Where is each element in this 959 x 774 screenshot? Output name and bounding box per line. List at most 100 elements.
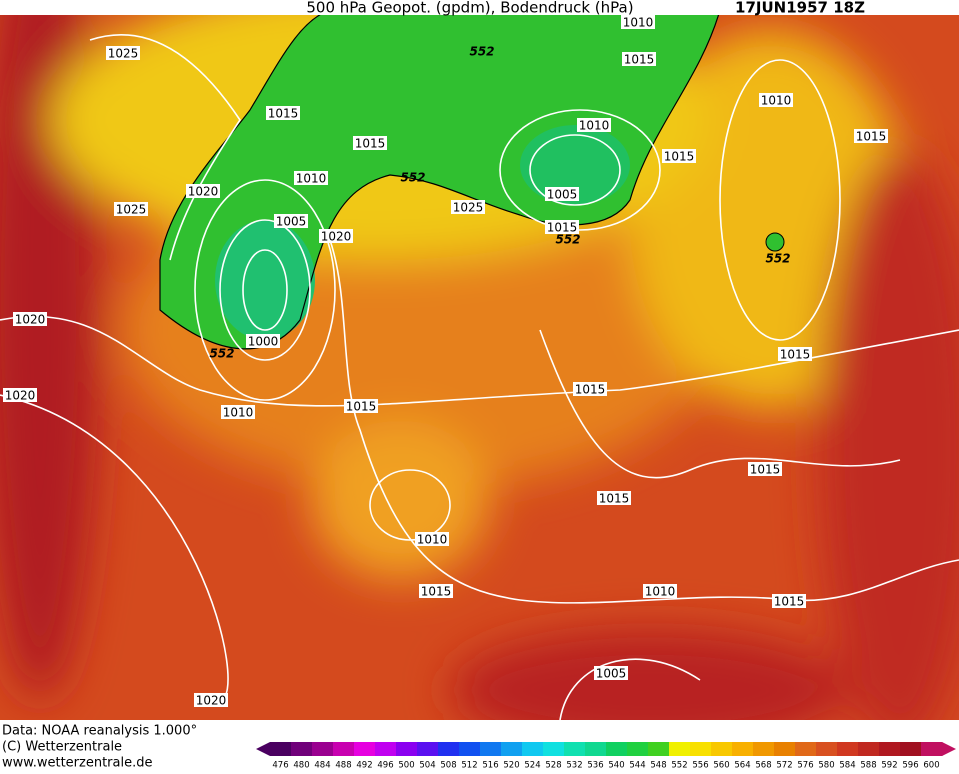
label-box [319,229,353,243]
isobar-label: 1000 [248,335,279,349]
colorbar-swatch [270,742,292,756]
colorbar-swatch [606,742,628,756]
label-box [594,666,628,680]
colorbar-label: 496 [377,761,393,771]
footer-line: Data: NOAA reanalysis 1.000° [2,724,197,739]
isobars [0,34,959,720]
label-box [778,347,812,361]
colorbar-label: 596 [902,761,918,771]
colorbar-label: 564 [734,761,750,771]
colorbar-label: 520 [503,761,519,771]
colorbar-label: 576 [797,761,813,771]
colorbar-swatch [795,742,817,756]
colorbar-label: 600 [923,761,939,771]
colorbar-swatch [585,742,607,756]
isobar-label: 1020 [15,313,46,327]
label-box [274,214,308,228]
small-low [765,232,785,252]
isobar-label: 1025 [116,203,147,217]
label-box [106,46,140,60]
colorbar-label: 592 [881,761,897,771]
label-box [419,584,453,598]
isobar-label: 1005 [276,215,307,229]
colorbar-label: 504 [419,761,435,771]
geopotential-label: 552 [765,252,790,266]
colorbar-label: 492 [356,761,372,771]
isobar-label: 1020 [5,389,36,403]
label-box [266,106,300,120]
map-date: 17JUN1957 18Z [735,0,865,17]
colorbar-swatch [312,742,334,756]
colorbar-swatch [459,742,481,756]
colorbar-swatch [438,742,460,756]
isobar-label: 1015 [355,137,386,151]
label-box [621,15,655,29]
isobar-label: 1015 [774,595,805,609]
geopotential-label: 552 [209,347,234,361]
colorbar-swatch [522,742,544,756]
colorbar-label: 516 [482,761,498,771]
colorbar-label: 548 [650,761,666,771]
isobar-label: 1015 [575,383,606,397]
label-box [344,399,378,413]
isobar-label: 1025 [453,201,484,215]
colorbar-swatch [816,742,838,756]
label-box [597,491,631,505]
colorbar-label: 488 [335,761,351,771]
colorbar-label: 540 [608,761,624,771]
isobar-label: 1010 [623,16,654,30]
label-box [186,184,220,198]
footer-line: www.wetterzentrale.de [2,756,152,771]
colorbar-swatch [711,742,733,756]
label-box [643,584,677,598]
label-box [759,93,793,107]
colorbar-label: 572 [776,761,792,771]
isobar-label: 1020 [321,230,352,244]
geopotential-label: 552 [400,171,425,185]
label-box [772,594,806,608]
isobar-label: 1005 [547,188,578,202]
isobar-label: 1015 [346,400,377,414]
isobar-label: 1025 [108,47,139,61]
colorbar-label: 484 [314,761,330,771]
label-box [114,202,148,216]
core [215,220,315,340]
isobar-label: 1010 [223,406,254,420]
colorbar-swatch [375,742,397,756]
label-box [662,149,696,163]
colorbar-swatch [291,742,313,756]
isobar-label: 1015 [421,585,452,599]
label-box [545,220,579,234]
isobar-label: 1015 [664,150,695,164]
colorbar-swatch [354,742,376,756]
label-box [294,171,328,185]
isobar-label: 1015 [268,107,299,121]
colorbar-label: 480 [293,761,309,771]
colorbar-swatch [858,742,880,756]
colorbar-label: 544 [629,761,645,771]
isobar-label: 1005 [596,667,627,681]
colorbar-label: 536 [587,761,603,771]
label-box [13,312,47,326]
isobar-label: 1015 [750,463,781,477]
colorbar-swatch [480,742,502,756]
isobar-label: 1015 [599,492,630,506]
label-box [415,532,449,546]
isobar-label: 1010 [417,533,448,547]
colorbar-swatch [564,742,586,756]
isobar-label: 1015 [780,348,811,362]
colorbar-label: 560 [713,761,729,771]
label-box [353,136,387,150]
colorbar-swatch [921,742,943,756]
colorbar-label: 500 [398,761,414,771]
colorbar-swatch [753,742,775,756]
map-title: 500 hPa Geopot. (gpdm), Bodendruck (hPa) [306,0,633,17]
colorbar-swatch [417,742,439,756]
isobar-label: 1015 [856,130,887,144]
label-box [622,52,656,66]
colorbar-label: 580 [818,761,834,771]
label-box [748,462,782,476]
isobar-label: 1020 [196,694,227,708]
colorbar-swatch [690,742,712,756]
